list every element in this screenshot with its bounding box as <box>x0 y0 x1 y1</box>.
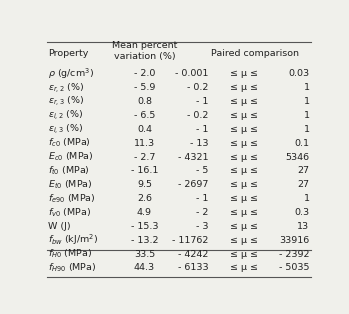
Text: 4.9: 4.9 <box>137 208 152 217</box>
Text: - 1: - 1 <box>196 97 209 106</box>
Text: ≤ μ ≤: ≤ μ ≤ <box>230 194 258 203</box>
Text: ≤ μ ≤: ≤ μ ≤ <box>230 83 258 92</box>
Text: - 6133: - 6133 <box>178 263 209 273</box>
Text: - 5: - 5 <box>196 166 209 176</box>
Text: ≤ μ ≤: ≤ μ ≤ <box>230 222 258 231</box>
Text: $f_{H0}$ (MPa): $f_{H0}$ (MPa) <box>48 248 92 260</box>
Text: - 13.2: - 13.2 <box>131 236 158 245</box>
Text: 1: 1 <box>303 125 310 134</box>
Text: 44.3: 44.3 <box>134 263 155 273</box>
Text: 0.4: 0.4 <box>137 125 152 134</box>
Text: $f_{bw}$ (kJ/m$^2$): $f_{bw}$ (kJ/m$^2$) <box>48 233 98 247</box>
Text: 11.3: 11.3 <box>134 139 155 148</box>
Text: $f_{H90}$ (MPa): $f_{H90}$ (MPa) <box>48 262 97 274</box>
Text: $\varepsilon_{i,3}$ (%): $\varepsilon_{i,3}$ (%) <box>48 122 84 136</box>
Text: Mean percent
variation (%): Mean percent variation (%) <box>112 41 177 61</box>
Text: - 2697: - 2697 <box>178 180 209 189</box>
Text: - 0.2: - 0.2 <box>187 83 209 92</box>
Text: $f_{t0}$ (MPa): $f_{t0}$ (MPa) <box>48 165 90 177</box>
Text: ≤ μ ≤: ≤ μ ≤ <box>230 208 258 217</box>
Text: $\varepsilon_{r,2}$ (%): $\varepsilon_{r,2}$ (%) <box>48 81 85 95</box>
Text: - 6.5: - 6.5 <box>134 111 155 120</box>
Text: 1: 1 <box>303 83 310 92</box>
Text: 0.8: 0.8 <box>137 97 152 106</box>
Text: $f_{c0}$ (MPa): $f_{c0}$ (MPa) <box>48 137 91 149</box>
Text: $\rho$ (g/cm$^3$): $\rho$ (g/cm$^3$) <box>48 67 94 81</box>
Text: - 13: - 13 <box>190 139 209 148</box>
Text: - 2.7: - 2.7 <box>134 153 155 161</box>
Text: - 2.0: - 2.0 <box>134 69 155 78</box>
Text: ≤ μ ≤: ≤ μ ≤ <box>230 180 258 189</box>
Text: ≤ μ ≤: ≤ μ ≤ <box>230 236 258 245</box>
Text: 1: 1 <box>303 97 310 106</box>
Text: Property: Property <box>48 49 89 58</box>
Text: $\varepsilon_{r,3}$ (%): $\varepsilon_{r,3}$ (%) <box>48 95 85 109</box>
Text: 5346: 5346 <box>285 153 310 161</box>
Text: - 2: - 2 <box>196 208 209 217</box>
Text: 27: 27 <box>297 166 310 176</box>
Text: 0.1: 0.1 <box>295 139 310 148</box>
Text: ≤ μ ≤: ≤ μ ≤ <box>230 125 258 134</box>
Text: ≤ μ ≤: ≤ μ ≤ <box>230 139 258 148</box>
Text: - 4242: - 4242 <box>178 250 209 258</box>
Text: ≤ μ ≤: ≤ μ ≤ <box>230 97 258 106</box>
Text: 33916: 33916 <box>279 236 310 245</box>
Text: 1: 1 <box>303 194 310 203</box>
Text: 27: 27 <box>297 180 310 189</box>
Text: 33.5: 33.5 <box>134 250 155 258</box>
Text: - 0.2: - 0.2 <box>187 111 209 120</box>
Text: - 1: - 1 <box>196 194 209 203</box>
Text: ≤ μ ≤: ≤ μ ≤ <box>230 69 258 78</box>
Text: 13: 13 <box>297 222 310 231</box>
Text: W (J): W (J) <box>48 222 71 231</box>
Text: $f_{v0}$ (MPa): $f_{v0}$ (MPa) <box>48 206 91 219</box>
Text: ≤ μ ≤: ≤ μ ≤ <box>230 153 258 161</box>
Text: $\varepsilon_{i,2}$ (%): $\varepsilon_{i,2}$ (%) <box>48 109 84 122</box>
Text: $E_{t0}$ (MPa): $E_{t0}$ (MPa) <box>48 178 93 191</box>
Text: $f_{e90}$ (MPa): $f_{e90}$ (MPa) <box>48 192 96 205</box>
Text: - 4321: - 4321 <box>178 153 209 161</box>
Text: 2.6: 2.6 <box>137 194 152 203</box>
Text: 0.3: 0.3 <box>294 208 310 217</box>
Text: - 0.001: - 0.001 <box>175 69 209 78</box>
Text: ≤ μ ≤: ≤ μ ≤ <box>230 263 258 273</box>
Text: ≤ μ ≤: ≤ μ ≤ <box>230 166 258 176</box>
Text: - 2392: - 2392 <box>279 250 310 258</box>
Text: ≤ μ ≤: ≤ μ ≤ <box>230 250 258 258</box>
Text: - 3: - 3 <box>196 222 209 231</box>
Text: $E_{c0}$ (MPa): $E_{c0}$ (MPa) <box>48 151 94 163</box>
Text: - 5035: - 5035 <box>279 263 310 273</box>
Text: - 1: - 1 <box>196 125 209 134</box>
Text: 0.03: 0.03 <box>288 69 310 78</box>
Text: - 11762: - 11762 <box>172 236 209 245</box>
Text: Paired comparison: Paired comparison <box>211 49 299 58</box>
Text: 9.5: 9.5 <box>137 180 152 189</box>
Text: - 5.9: - 5.9 <box>134 83 155 92</box>
Text: - 15.3: - 15.3 <box>131 222 158 231</box>
Text: - 16.1: - 16.1 <box>131 166 158 176</box>
Text: ≤ μ ≤: ≤ μ ≤ <box>230 111 258 120</box>
Text: 1: 1 <box>303 111 310 120</box>
